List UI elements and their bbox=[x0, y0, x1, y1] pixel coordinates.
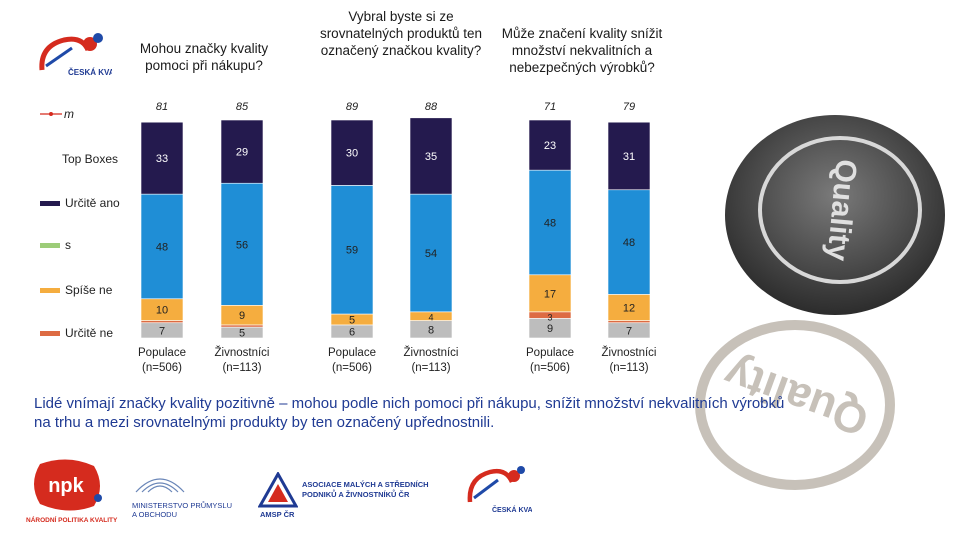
top-box-value: 79 bbox=[623, 101, 635, 113]
bar-segment bbox=[607, 294, 651, 321]
bar-segment bbox=[330, 119, 374, 186]
bar-value-label: 48 bbox=[156, 241, 168, 253]
legend-swatch bbox=[40, 330, 60, 336]
bar-value-label: 9 bbox=[547, 323, 553, 335]
npk-logo-icon: npk bbox=[34, 459, 102, 511]
question-3-title: Může značení kvality snížit množství nek… bbox=[501, 26, 663, 75]
amsp-caption: AMSP ČR bbox=[260, 510, 295, 519]
bar-value-label: 30 bbox=[346, 148, 358, 160]
bar-segment bbox=[528, 169, 572, 276]
legend-item-s: s bbox=[40, 238, 71, 252]
top-box-value: 71 bbox=[544, 101, 556, 113]
bar-segment bbox=[607, 320, 651, 324]
bar-value-label: 29 bbox=[236, 147, 248, 159]
legend-item-urcite-ano: Určitě ano bbox=[40, 196, 120, 210]
ceska-kvalita-footer-logo: ČESKÁ KVALITA bbox=[462, 462, 548, 522]
ceska-kvalita-logo-text: ČESKÁ KVALITA bbox=[68, 68, 112, 77]
stacked-bar-chart: 7104833815956298565593089845435889317482… bbox=[140, 101, 651, 340]
mpo-lion-icon bbox=[135, 478, 185, 493]
bar-value-label: 23 bbox=[544, 140, 556, 152]
bar-value-label: 48 bbox=[544, 217, 556, 229]
bar-value-label: 31 bbox=[623, 151, 635, 163]
amsp-full-name: ASOCIACE MALÝCH A STŘEDNÍCH PODNIKŮ A ŽI… bbox=[302, 480, 429, 499]
legend-item-spise-ne: Spíše ne bbox=[40, 283, 112, 297]
bar-value-label: 9 bbox=[239, 310, 245, 322]
bar-segment bbox=[220, 119, 264, 184]
bar-segment bbox=[607, 189, 651, 295]
bar-value-label: 7 bbox=[159, 325, 165, 337]
top-box-value: 85 bbox=[236, 101, 249, 113]
top-box-value: 81 bbox=[156, 101, 168, 113]
bar-segment bbox=[330, 185, 374, 315]
mean-legend: m bbox=[40, 107, 74, 121]
mean-marker-icon bbox=[40, 112, 62, 116]
x-label-1: Populace (n=506) bbox=[138, 347, 186, 374]
quality-stamp-illustration: Quality Quality bbox=[695, 115, 945, 490]
legend-swatch bbox=[40, 242, 60, 248]
mpo-logo: MINISTERSTVO PRŮMYSLU A OBCHODU bbox=[132, 470, 242, 524]
legend-item-urcite-ne: Určitě ne bbox=[40, 326, 113, 340]
bar-value-label: 17 bbox=[544, 288, 556, 300]
top-box-value: 88 bbox=[425, 101, 438, 113]
top-box-value: 89 bbox=[346, 101, 358, 113]
legend-label: s bbox=[65, 238, 71, 252]
top-boxes-label: Top Boxes bbox=[62, 152, 119, 166]
x-label-3: Populace (n=506) bbox=[328, 347, 376, 374]
bar-value-label: 48 bbox=[623, 237, 635, 249]
ceska-kvalita-footer-text: ČESKÁ KVALITA bbox=[492, 505, 532, 514]
ceska-kvalita-footer-icon: ČESKÁ KVALITA bbox=[467, 466, 548, 514]
legend-swatch bbox=[40, 200, 60, 206]
bar-segment bbox=[140, 193, 184, 300]
npk-logo: npk NÁRODNÍ POLITIKA KVALITY bbox=[26, 458, 118, 524]
legend-swatch bbox=[40, 287, 60, 293]
legend-label: Určitě ne bbox=[65, 326, 114, 340]
bar-value-label: 33 bbox=[156, 153, 168, 165]
bar-value-label: 35 bbox=[425, 151, 437, 163]
bar-segment bbox=[528, 119, 572, 171]
mpo-caption: MINISTERSTVO PRŮMYSLU A OBCHODU bbox=[132, 501, 233, 519]
bar-segment bbox=[607, 121, 651, 191]
bar-value-label: 54 bbox=[425, 248, 437, 260]
bar-segment bbox=[140, 121, 184, 195]
bar-segment bbox=[220, 324, 264, 328]
bar-value-label: 6 bbox=[349, 326, 355, 338]
ceska-kvalita-logo: ČESKÁ KVALITA bbox=[32, 30, 132, 88]
bar-segment bbox=[528, 274, 572, 313]
bar-value-label: 10 bbox=[156, 305, 168, 317]
question-1-title: Mohou značky kvality pomoci při nákupu? bbox=[139, 41, 269, 73]
ceska-kvalita-logo-icon: ČESKÁ KVALITA bbox=[39, 33, 132, 77]
x-label-5: Populace (n=506) bbox=[526, 347, 574, 374]
bar-value-label: 5 bbox=[349, 314, 355, 326]
x-label-6: Živnostníci (n=113) bbox=[601, 347, 657, 374]
amsp-logo: AMSP ČR ASOCIACE MALÝCH A STŘEDNÍCH PODN… bbox=[258, 472, 458, 526]
bar-value-label: 12 bbox=[623, 302, 635, 314]
bar-value-label: 56 bbox=[236, 239, 248, 251]
x-label-4: Živnostníci (n=113) bbox=[403, 347, 459, 374]
legend-label: Určitě ano bbox=[65, 196, 120, 210]
bar-segment bbox=[140, 320, 184, 324]
bar-value-label: 8 bbox=[428, 324, 434, 336]
bar-segment bbox=[409, 117, 453, 195]
bar-value-label: 3 bbox=[547, 312, 552, 322]
amsp-triangle-icon bbox=[258, 472, 298, 508]
bar-segment bbox=[220, 182, 264, 306]
npk-logo-text: npk bbox=[48, 475, 84, 497]
bar-value-label: 5 bbox=[239, 328, 245, 340]
conclusion-text: Lidé vnímají značky kvality pozitivně – … bbox=[34, 395, 785, 431]
bar-value-label: 7 bbox=[626, 325, 632, 337]
legend-label: Spíše ne bbox=[65, 283, 113, 297]
bar-segment bbox=[409, 193, 453, 313]
bar-value-label: 59 bbox=[346, 245, 358, 257]
question-2-title: Vybral byste si ze srovnatelných produkt… bbox=[319, 9, 483, 58]
x-label-2: Živnostníci (n=113) bbox=[214, 347, 270, 374]
bar-value-label: 4 bbox=[428, 312, 433, 322]
npk-caption: NÁRODNÍ POLITIKA KVALITY bbox=[26, 517, 118, 524]
mean-legend-label: m bbox=[64, 107, 74, 121]
